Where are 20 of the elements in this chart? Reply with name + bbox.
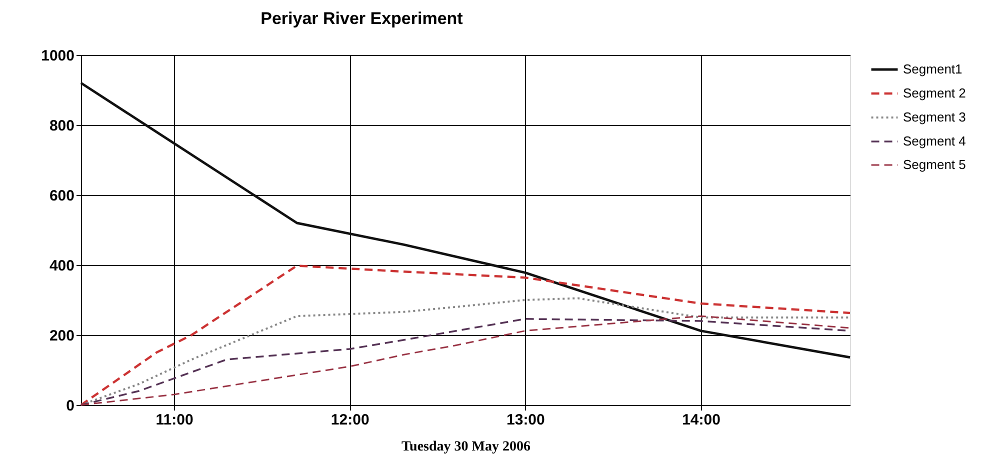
line-series bbox=[80, 82, 852, 359]
y-tick-label: 400 bbox=[49, 258, 74, 274]
legend-label: Segment 5 bbox=[903, 157, 966, 172]
y-tick-label: 200 bbox=[49, 328, 74, 344]
legend-label: Segment 2 bbox=[903, 86, 966, 100]
line-series bbox=[80, 264, 852, 406]
line-series bbox=[80, 297, 851, 406]
x-tick-label: 14:00 bbox=[682, 412, 720, 428]
y-tick-label: 0 bbox=[66, 398, 74, 414]
legend-label: Segment1 bbox=[903, 62, 962, 76]
x-tick-label: 11:00 bbox=[156, 412, 194, 428]
x-tick-label: 13:00 bbox=[506, 412, 545, 428]
legend-label: Segment 3 bbox=[903, 110, 966, 124]
chart-title: Periyar River Experiment bbox=[260, 9, 464, 28]
legend-label: Segment 4 bbox=[903, 134, 966, 148]
y-tick-label: 600 bbox=[49, 188, 74, 204]
x-tick-label: 12:00 bbox=[330, 412, 370, 428]
x-axis-title: Tuesday 30 May 2006 bbox=[401, 440, 531, 454]
y-tick-label: 800 bbox=[49, 118, 74, 134]
y-tick-label: 1000 bbox=[41, 48, 74, 64]
